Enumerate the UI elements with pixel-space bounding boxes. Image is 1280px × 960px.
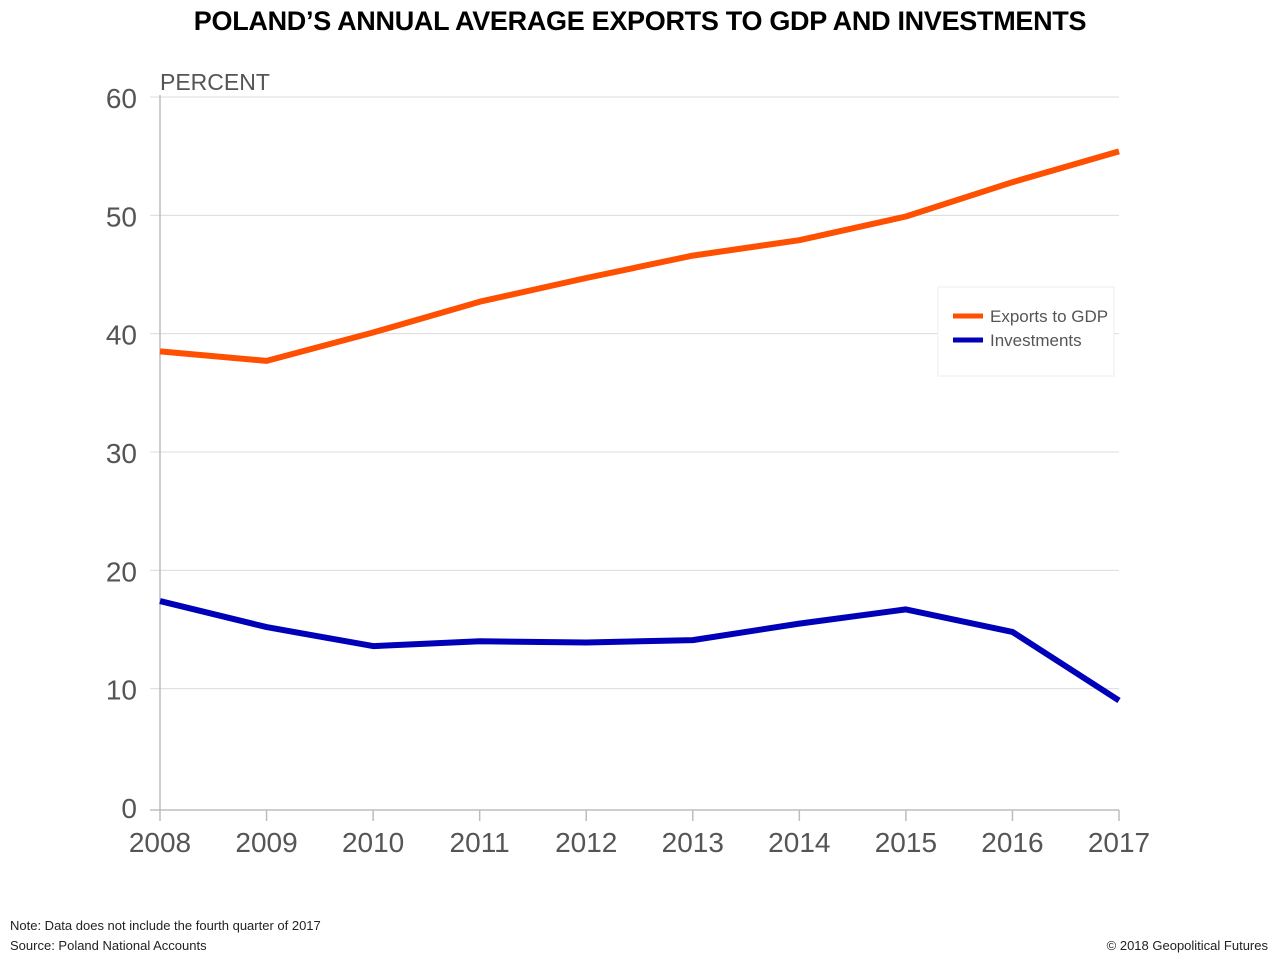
- x-tick-label: 2008: [129, 827, 191, 858]
- legend-entry: Exports to GDP: [990, 307, 1108, 326]
- x-tick-label: 2016: [981, 827, 1043, 858]
- chart-title: POLAND’S ANNUAL AVERAGE EXPORTS TO GDP A…: [193, 6, 1087, 36]
- x-tick-label: 2014: [768, 827, 830, 858]
- x-tick-label: 2010: [342, 827, 404, 858]
- y-tick-label: 40: [106, 320, 137, 351]
- legend: Exports to GDP Investments: [937, 286, 1115, 377]
- x-tick-label: 2013: [662, 827, 724, 858]
- x-tick-label: 2017: [1088, 827, 1150, 858]
- footnote: Note: Data does not include the fourth q…: [10, 918, 321, 933]
- legend-entry: Investments: [990, 331, 1082, 350]
- copyright-text: © 2018 Geopolitical Futures: [1106, 938, 1268, 953]
- y-tick-label: 50: [106, 201, 137, 232]
- series-line-investments: [159, 598, 1121, 704]
- series-lines: [159, 148, 1121, 704]
- x-tick-label: 2009: [235, 827, 297, 858]
- source-note: Source: Poland National Accounts: [10, 938, 207, 953]
- axes: 0 10 20 30 40 50 60 PERCENT 2008 2009 2010 2011 2012…: [106, 69, 1150, 858]
- y-tick-label: 60: [106, 83, 137, 114]
- gridlines: [150, 96, 1119, 690]
- y-tick-label: 0: [121, 793, 137, 824]
- series-line-exports-to-gdp: [159, 148, 1120, 364]
- y-tick-label: 30: [106, 438, 137, 469]
- y-tick-label: 20: [106, 556, 137, 587]
- x-tick-label: 2011: [450, 827, 510, 858]
- x-tick-label: 2012: [555, 827, 617, 858]
- y-tick-label: 10: [106, 675, 137, 706]
- x-tick-label: 2015: [875, 827, 937, 858]
- legend-box: [937, 286, 1115, 377]
- y-axis-label: PERCENT: [160, 69, 270, 95]
